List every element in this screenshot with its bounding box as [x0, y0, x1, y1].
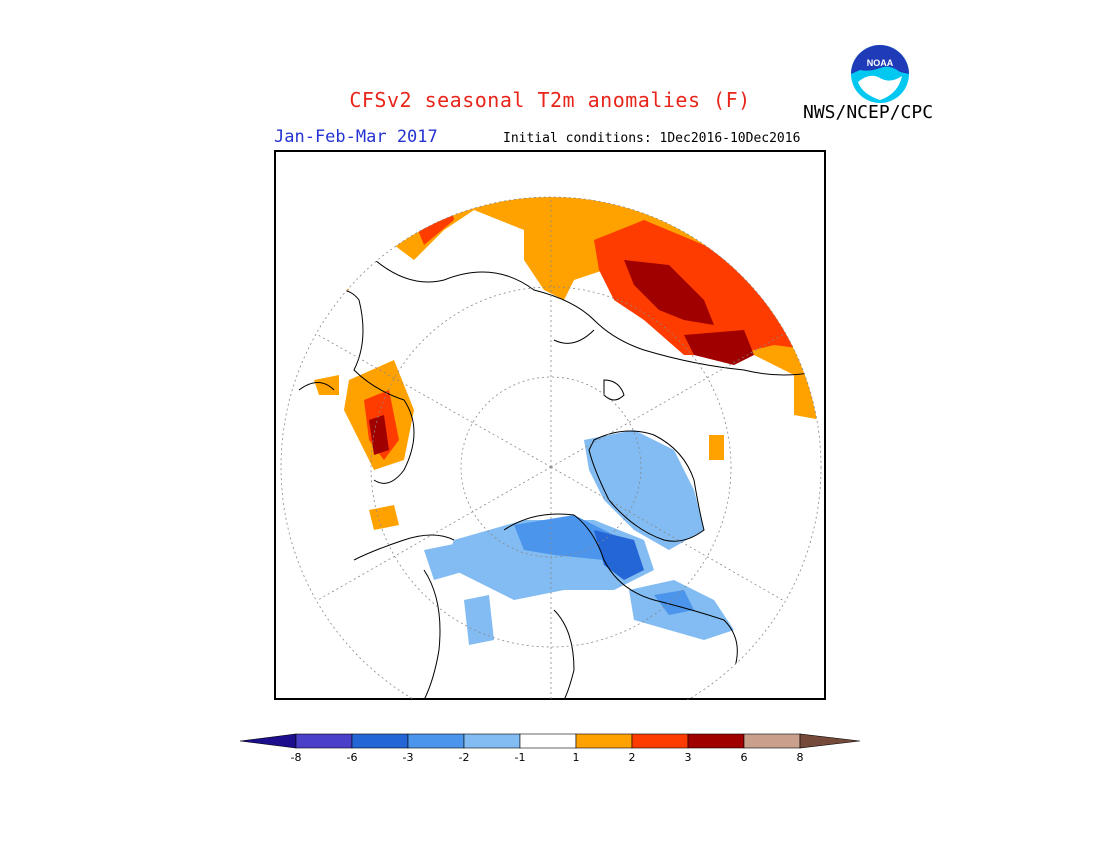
initial-conditions-label: Initial conditions: 1Dec2016-10Dec2016 — [503, 131, 801, 146]
colorbar-swatch — [519, 733, 577, 749]
outer-latitude-circle — [280, 196, 822, 700]
colorbar-tick-label: 3 — [685, 751, 692, 764]
colorbar-swatch — [743, 733, 801, 749]
colorbar-tick-label: -8 — [291, 751, 302, 764]
colorbar-tick-label: 6 — [741, 751, 748, 764]
colorbar-tick-label: -6 — [347, 751, 358, 764]
colorbar-tick-label: 8 — [797, 751, 804, 764]
colorbar-swatch — [295, 733, 353, 749]
noaa-logo: NOAA — [849, 43, 911, 105]
season-label: Jan-Feb-Mar 2017 — [274, 127, 438, 147]
chart-title: CFSv2 seasonal T2m anomalies (F) — [349, 88, 751, 112]
cool-anomaly-greenland — [584, 430, 704, 550]
colorbar-swatch — [575, 733, 633, 749]
colorbar-arrow-high — [799, 733, 861, 749]
colorbar-arrow-low — [239, 733, 297, 749]
colorbar-swatch — [631, 733, 689, 749]
colorbar-swatch — [463, 733, 521, 749]
colorbar-swatch — [687, 733, 745, 749]
polar-map — [274, 150, 826, 700]
colorbar-tick-label: -3 — [403, 751, 414, 764]
colorbar-tick-label: 2 — [629, 751, 636, 764]
colorbar-swatch — [407, 733, 465, 749]
graticule — [281, 197, 821, 700]
logo-text: NOAA — [867, 58, 894, 68]
colorbar-swatch — [351, 733, 409, 749]
agency-label: NWS/NCEP/CPC — [803, 102, 934, 123]
colorbar-tick-label: -2 — [459, 751, 470, 764]
warm-anomaly-core — [624, 260, 714, 325]
colorbar: -8 -6 -3 -2 -1 1 2 3 6 8 — [239, 733, 861, 764]
warm-anomaly-siberia — [594, 220, 814, 355]
colorbar-tick-label: 1 — [573, 751, 580, 764]
colorbar-tick-label: -1 — [515, 751, 526, 764]
